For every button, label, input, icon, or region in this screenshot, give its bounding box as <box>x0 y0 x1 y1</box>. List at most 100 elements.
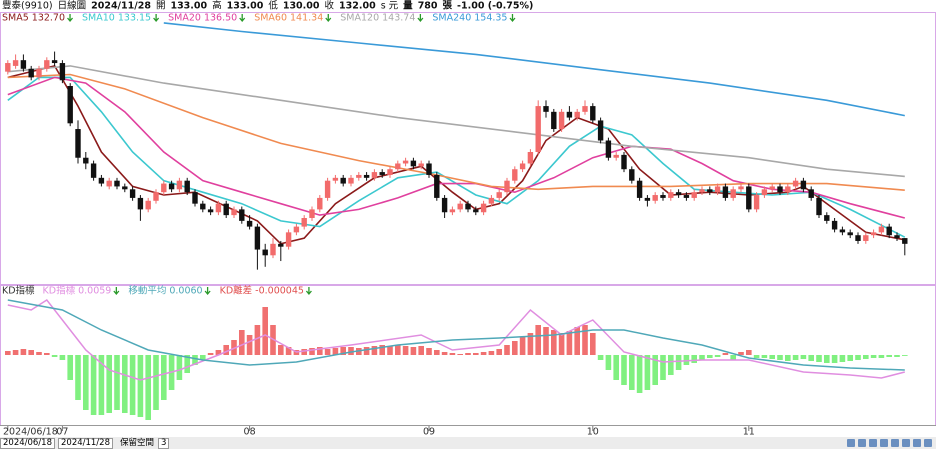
candle-body <box>122 186 128 190</box>
histogram-bar <box>426 348 432 355</box>
candle-body <box>44 60 50 69</box>
x-tick-label: 09 <box>423 427 435 438</box>
icon[interactable] <box>902 439 910 447</box>
icon[interactable] <box>924 439 932 447</box>
histogram-bar <box>153 355 159 410</box>
legend-value: 133.15 <box>118 13 151 24</box>
histogram-bar <box>519 337 526 355</box>
candle-body <box>168 183 175 190</box>
icon[interactable] <box>880 439 888 447</box>
histogram-bar <box>785 355 791 361</box>
histogram-bar <box>395 345 401 355</box>
chart: 豐泰(9910) 日線圖 2024/11/28 開 133.00 高 133.00 低 130.… <box>0 0 936 437</box>
icon[interactable] <box>847 439 855 447</box>
trend-arrow <box>417 14 424 23</box>
histogram-bar <box>324 349 331 355</box>
legend-name: SMA60 <box>254 13 287 24</box>
candle-body <box>293 226 300 233</box>
histogram-bar <box>317 347 323 355</box>
histogram-bar <box>145 355 151 420</box>
histogram-bar <box>387 346 393 355</box>
histogram-bar <box>574 327 580 355</box>
candle-body <box>613 154 619 158</box>
histogram-bar <box>340 347 346 355</box>
histogram-bar <box>714 355 721 357</box>
histogram-bar <box>527 333 534 355</box>
histogram-bar <box>5 351 11 355</box>
candle-body <box>785 186 791 193</box>
candle-body <box>644 197 651 201</box>
x-tick-label: 2024/06/18 <box>3 427 58 438</box>
histogram-bar <box>761 355 768 358</box>
candle-body <box>348 177 354 184</box>
candle-body <box>683 195 690 198</box>
candle-body <box>285 232 292 247</box>
candle-body <box>153 192 159 201</box>
histogram-bar <box>730 355 736 360</box>
histogram-bar <box>223 345 229 355</box>
histogram-bar <box>668 355 674 375</box>
candle-body <box>356 174 362 178</box>
histogram-bar <box>262 307 268 355</box>
histogram-bar <box>878 355 885 358</box>
icon[interactable] <box>891 439 899 447</box>
candle-body <box>457 203 463 210</box>
header-item: 收 <box>325 0 335 12</box>
candle-body <box>808 189 814 198</box>
candle-body <box>527 152 534 164</box>
histogram-bar <box>410 347 417 355</box>
candle-body <box>605 140 612 158</box>
histogram-bar <box>122 355 128 413</box>
histogram-bar <box>379 345 385 355</box>
icon[interactable] <box>913 439 921 447</box>
x-tick-label: 10 <box>587 427 599 438</box>
icon[interactable] <box>858 439 866 447</box>
candle-body <box>332 177 339 181</box>
histogram-bar <box>200 355 206 360</box>
candle-body <box>231 209 237 216</box>
reserve-label: 保留空間 <box>120 438 155 448</box>
histogram-bar <box>473 353 479 355</box>
histogram-bar <box>67 355 73 380</box>
histogram-bar <box>83 355 89 410</box>
header-item: 開 <box>156 1 166 12</box>
header-item: 130.00 <box>283 1 320 12</box>
candle-body <box>473 209 479 213</box>
candle-body <box>192 192 198 204</box>
histogram-bar <box>207 353 214 355</box>
histogram-bar <box>738 352 744 355</box>
legend-value: 143.74 <box>382 13 415 24</box>
histogram-bar <box>441 352 448 355</box>
histogram-bar <box>792 355 799 360</box>
histogram-bar <box>12 350 19 355</box>
candle-body <box>51 60 58 64</box>
histogram-bar <box>254 325 261 355</box>
histogram-bar <box>51 355 58 357</box>
candle-body <box>582 106 588 112</box>
candle-body <box>5 63 11 72</box>
candle-body <box>324 180 331 198</box>
header-item: 豐泰(9910) <box>2 0 53 12</box>
candle-body <box>434 174 440 198</box>
candle-body <box>441 197 448 213</box>
candle-body <box>254 226 261 250</box>
histogram-bar <box>278 345 284 355</box>
end-date[interactable]: 2024/11/28 <box>58 437 113 449</box>
candle-body <box>161 183 167 193</box>
header-item: 132.00 <box>339 1 376 12</box>
legend-name: SMA10 <box>82 13 115 24</box>
reserve-value[interactable]: 3 <box>158 437 170 449</box>
histogram-bar <box>371 346 378 355</box>
candle-body <box>90 163 97 178</box>
moving-average-line <box>7 76 906 219</box>
candle-body <box>449 209 456 213</box>
candle-body <box>769 186 775 190</box>
histogram-bar <box>707 355 713 358</box>
histogram-bar <box>465 353 471 355</box>
header-item: 低 <box>268 0 278 12</box>
legend-value: 141.34 <box>290 13 323 24</box>
candle-body <box>738 186 744 190</box>
start-date[interactable]: 2024/06/18 <box>0 437 55 449</box>
icon[interactable] <box>869 439 877 447</box>
candle-body <box>894 235 900 239</box>
